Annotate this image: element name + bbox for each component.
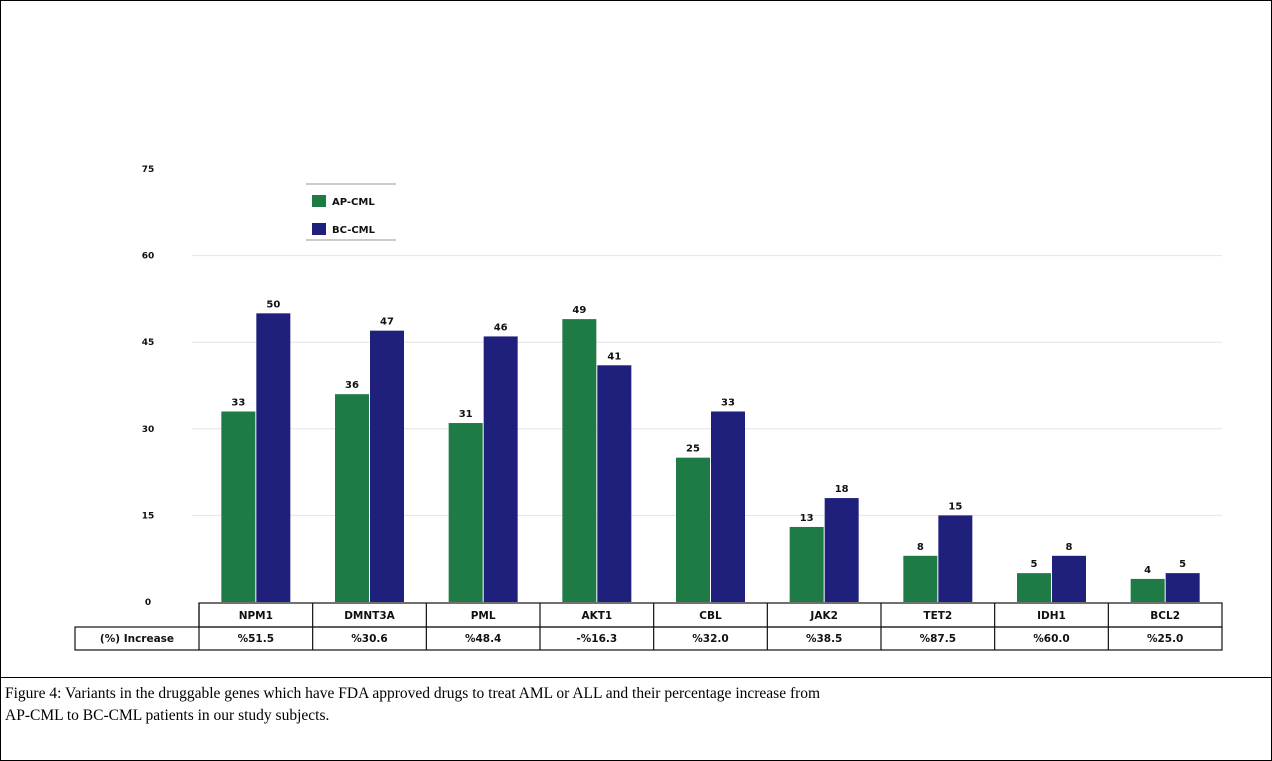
data-label-bc-cml-npm1: 50: [266, 299, 280, 310]
category-label-npm1: NPM1: [239, 610, 273, 622]
y-tick-30: 30: [142, 425, 155, 435]
data-label-ap-cml-idh1: 5: [1031, 559, 1038, 570]
y-tick-45: 45: [142, 338, 155, 348]
bar-bc-cml-jak2: [824, 498, 859, 602]
bar-ap-cml-akt1: [562, 319, 597, 602]
bar-ap-cml-pml: [448, 423, 483, 602]
data-label-bc-cml-bcl2: 5: [1179, 559, 1186, 570]
bar-bc-cml-akt1: [597, 365, 632, 602]
increase-value-bcl2: %25.0: [1147, 633, 1183, 645]
data-label-bc-cml-dmnt3a: 47: [380, 317, 394, 328]
category-label-pml: PML: [471, 610, 496, 622]
data-label-bc-cml-pml: 46: [494, 322, 508, 333]
increase-value-pml: %48.4: [465, 633, 501, 645]
data-label-ap-cml-jak2: 13: [800, 513, 814, 524]
data-label-ap-cml-cbl: 25: [686, 444, 700, 455]
data-label-ap-cml-bcl2: 4: [1144, 565, 1151, 576]
increase-row-border: [74, 626, 1223, 651]
increase-value-cbl: %32.0: [692, 633, 728, 645]
data-label-ap-cml-pml: 31: [459, 409, 473, 420]
legend-swatch-ap-cml: [312, 195, 326, 207]
bar-ap-cml-idh1: [1017, 573, 1051, 602]
bar-bc-cml-cbl: [711, 411, 745, 602]
y-tick-0: 0: [145, 598, 151, 608]
bar-ap-cml-jak2: [789, 526, 824, 602]
legend: AP-CML BC-CML: [306, 183, 396, 241]
category-label-bcl2: BCL2: [1150, 610, 1180, 622]
y-tick-15: 15: [142, 511, 155, 521]
category-label-tet2: TET2: [923, 610, 952, 622]
increase-value-idh1: %60.0: [1033, 633, 1069, 645]
data-label-bc-cml-tet2: 15: [948, 501, 962, 512]
bar-ap-cml-bcl2: [1130, 578, 1165, 602]
category-label-akt1: AKT1: [581, 610, 612, 622]
increase-value-dmnt3a: %30.6: [351, 633, 387, 645]
bar-bc-cml-dmnt3a: [370, 330, 404, 602]
legend-swatch-bc-cml: [312, 223, 326, 235]
increase-value-npm1: %51.5: [238, 633, 274, 645]
bar-bc-cml-pml: [483, 336, 518, 602]
category-label-jak2: JAK2: [809, 610, 837, 622]
bar-ap-cml-tet2: [903, 555, 938, 602]
category-table: (%) Increase NPM1 %51.5 DMNT3A %30.6 PML %48.4…: [74, 602, 1223, 651]
y-axis-ticks: 0 15 30 45 60 75: [142, 165, 155, 608]
increase-value-jak2: %38.5: [806, 633, 842, 645]
legend-label-ap-cml: AP-CML: [332, 197, 375, 208]
y-tick-75: 75: [142, 165, 155, 175]
figure-caption: Figure 4: Variants in the druggable gene…: [5, 683, 1267, 727]
data-label-ap-cml-dmnt3a: 36: [345, 380, 359, 391]
caption-line-2: AP-CML to BC-CML patients in our study s…: [5, 707, 330, 724]
bars: [221, 313, 1200, 602]
increase-row-label: (%) Increase: [100, 633, 174, 645]
increase-value-tet2: %87.5: [920, 633, 956, 645]
bar-ap-cml-dmnt3a: [335, 394, 369, 602]
increase-value-akt1: -%16.3: [576, 633, 617, 645]
category-label-idh1: IDH1: [1037, 610, 1066, 622]
data-label-bc-cml-idh1: 8: [1066, 542, 1073, 553]
data-label-bc-cml-akt1: 41: [607, 351, 621, 362]
data-label-ap-cml-akt1: 49: [572, 305, 586, 316]
caption-line-1: Figure 4: Variants in the druggable gene…: [5, 685, 821, 702]
y-tick-60: 60: [142, 252, 155, 262]
bar-bc-cml-idh1: [1052, 555, 1086, 602]
legend-label-bc-cml: BC-CML: [332, 225, 376, 236]
bar-ap-cml-cbl: [676, 457, 710, 602]
bar-bc-cml-npm1: [256, 313, 291, 602]
data-label-ap-cml-tet2: 8: [917, 542, 924, 553]
category-label-dmnt3a: DMNT3A: [344, 610, 395, 622]
data-label-bc-cml-cbl: 33: [721, 397, 735, 408]
data-label-ap-cml-npm1: 33: [231, 397, 245, 408]
bar-ap-cml-npm1: [221, 411, 256, 602]
category-label-cbl: CBL: [699, 610, 722, 622]
caption-divider: [0, 677, 1272, 678]
data-label-bc-cml-jak2: 18: [835, 484, 849, 495]
bar-bc-cml-tet2: [938, 515, 973, 602]
bar-bc-cml-bcl2: [1165, 573, 1200, 602]
data-labels: 33 50 36 47 31 46 49 41 25 33 13 18 8 15 5 8 4 5: [231, 299, 1186, 576]
